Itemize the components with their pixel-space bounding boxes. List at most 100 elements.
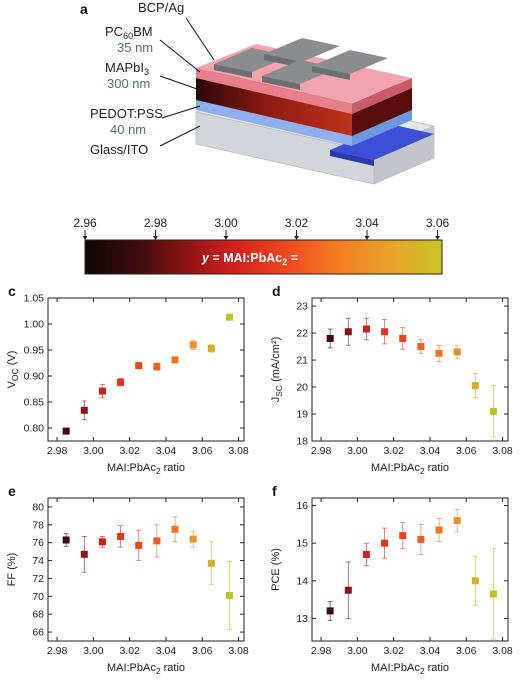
y-tick-label: 18 [296, 436, 308, 448]
data-point [362, 542, 370, 567]
pedot-pss-label: PEDOT:PSS [90, 106, 163, 121]
colorbar-tick-label: 3.04 [355, 216, 379, 230]
y-tick-label: 0.95 [24, 345, 45, 357]
x-axis-label: MAI:PbAc2 ratio [107, 462, 185, 476]
point-marker [171, 356, 179, 364]
plot-frame [47, 497, 245, 642]
data-point [135, 529, 143, 561]
y-tick-label: 22 [296, 328, 308, 340]
x-axis-label: MAI:PbAc2 ratio [107, 662, 185, 676]
ag-electrodes [214, 38, 388, 90]
data-point [225, 313, 233, 321]
data-point [207, 344, 215, 353]
data-point [189, 530, 197, 548]
panel-a-letter: a [80, 1, 88, 17]
pc60bm-label: PC60BM [105, 24, 153, 41]
layer-label-pc60bm: PC60BM 35 nm [105, 24, 201, 73]
x-tick-label: 3.00 [347, 645, 368, 657]
panel-letter: e [8, 483, 16, 499]
data-point [153, 524, 161, 558]
colorbar-tick-arrow [435, 236, 440, 240]
point-marker [417, 535, 425, 543]
mapbi3-label: MAPbI3 [105, 60, 149, 77]
y-axis-label: VOC (V) [6, 351, 20, 389]
point-marker [326, 334, 334, 342]
y-tick-label: 66 [32, 627, 44, 639]
y-tick-label: 23 [296, 301, 308, 313]
panel-letter: c [8, 283, 16, 299]
y-tick-label: 0.90 [24, 371, 45, 383]
glass-ito-label: Glass/ITO [90, 142, 148, 157]
data-point [489, 548, 497, 640]
formula-rest: = MAI:PbAc [209, 251, 282, 265]
y-axis-label: FF (%) [6, 553, 18, 587]
data-point [62, 533, 70, 547]
point-marker [117, 378, 125, 386]
data-point [399, 522, 407, 550]
data-point [171, 356, 179, 364]
point-marker [207, 344, 215, 352]
data-point [471, 555, 479, 606]
x-tick-label: 3.08 [492, 445, 513, 457]
x-tick-label: 3.06 [192, 445, 213, 457]
point-marker [98, 387, 106, 395]
data-point [80, 536, 88, 573]
y-tick-label: 1.05 [24, 293, 45, 305]
x-axis-label: MAI:PbAc2 ratio [371, 662, 449, 676]
x-tick-label: 2.98 [311, 645, 332, 657]
panel-d: d 2.98 3.00 3.02 3.04 3.06 3.08 18 19 20 21 22 23 MAI… [270, 283, 513, 476]
panel-f: f 2.98 3.00 3.02 3.04 3.06 3.08 13 14 15 16 MAI:PbA… [270, 483, 513, 676]
data-point [326, 328, 334, 349]
x-tick-label: 3.02 [119, 445, 140, 457]
data-point [62, 427, 70, 435]
y-tick-label: 13 [296, 613, 308, 625]
point-marker [399, 334, 407, 342]
data-point [489, 385, 497, 438]
x-tick-label: 3.08 [228, 445, 249, 457]
data-point [435, 344, 443, 362]
formula-tail: = [287, 251, 298, 265]
point-marker [344, 328, 352, 336]
y-tick-label: 0.80 [24, 423, 45, 435]
layer-label-glass-ito: Glass/ITO [90, 125, 201, 157]
point-marker [417, 343, 425, 351]
point-marker [381, 539, 389, 547]
y-tick-label: 72 [32, 573, 44, 585]
data-point [344, 317, 352, 346]
point-marker [471, 577, 479, 585]
data-point [189, 339, 197, 350]
point-marker [153, 363, 161, 371]
point-marker [98, 538, 106, 546]
y-tick-label: 70 [32, 591, 44, 603]
x-tick-label: 3.08 [492, 645, 513, 657]
data-point [117, 378, 125, 387]
x-tick-label: 2.98 [47, 445, 68, 457]
x-tick-label: 3.06 [192, 645, 213, 657]
y-tick-label: 1.00 [24, 319, 45, 331]
pedot-pss-thickness: 40 nm [110, 122, 146, 137]
y-tick-label: 80 [32, 501, 44, 513]
pc60bm-sub: 60 [123, 31, 133, 41]
x-tick-label: 3.06 [456, 645, 477, 657]
point-marker [435, 526, 443, 534]
y-tick-label: 68 [32, 609, 44, 621]
data-point [171, 516, 179, 543]
x-tick-label: 3.00 [83, 645, 104, 657]
panel-letter: d [272, 283, 281, 299]
data-point [117, 525, 125, 548]
y-tick-label: 19 [296, 409, 308, 421]
x-axis-label: MAI:PbAc2 ratio [371, 462, 449, 476]
y-axis-label: JSC (mA/cm²) [270, 337, 284, 403]
point-marker [189, 341, 197, 349]
point-marker [381, 328, 389, 336]
data-point [417, 339, 425, 354]
point-marker [471, 382, 479, 390]
colorbar-tick-arrow [82, 236, 88, 240]
x-tick-label: 3.00 [347, 445, 368, 457]
y-tick-label: 76 [32, 537, 44, 549]
point-marker [225, 313, 233, 321]
y-tick-label: 15 [296, 538, 308, 550]
x-tick-label: 3.06 [456, 445, 477, 457]
formula-sub: 2 [282, 257, 287, 267]
